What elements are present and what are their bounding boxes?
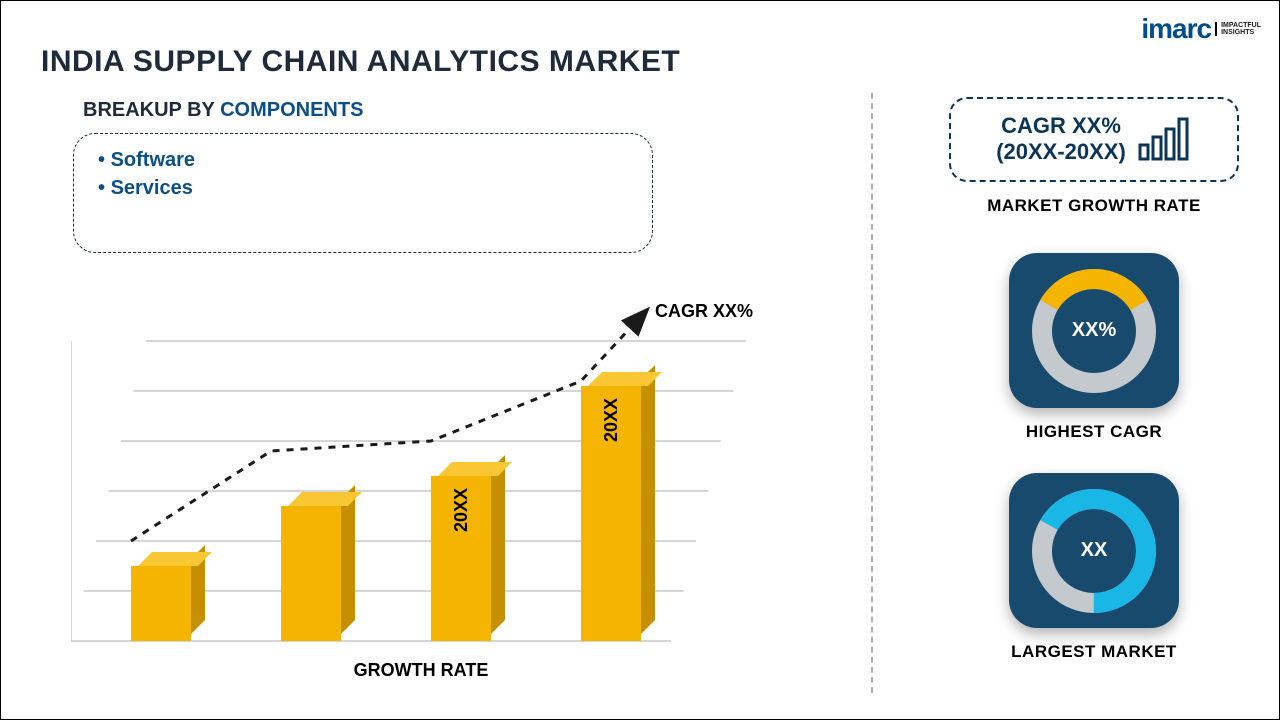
highest-cagr-tile: XX% — [1009, 253, 1179, 408]
highest-cagr-value: XX% — [1072, 319, 1116, 342]
component-item: Services — [98, 174, 628, 202]
largest-market-tile: XX — [1009, 473, 1179, 628]
growth-rate-box: CAGR XX% (20XX-20XX) — [949, 97, 1239, 182]
largest-market-value: XX — [1081, 539, 1108, 562]
highest-cagr-label: HIGHEST CAGR — [949, 422, 1239, 442]
components-list: SoftwareServices — [98, 146, 628, 202]
component-item: Software — [98, 146, 628, 174]
subtitle: BREAKUP BY COMPONENTS — [83, 99, 363, 122]
subtitle-prefix: BREAKUP BY — [83, 99, 220, 121]
x-axis-label: GROWTH RATE — [354, 660, 489, 681]
highest-cagr-panel: XX% HIGHEST CAGR — [949, 253, 1239, 442]
largest-market-label: LARGEST MARKET — [949, 642, 1239, 662]
growth-chart: 20XX 20XX CAGR XX% GROWTH RATE — [71, 301, 771, 681]
brand-tagline: IMPACTFULINSIGHTS — [1215, 22, 1261, 36]
components-box: SoftwareServices — [73, 133, 653, 253]
vertical-divider — [871, 93, 873, 693]
bar-icon — [1136, 115, 1192, 163]
brand-logo: imarc IMPACTFULINSIGHTS — [1141, 13, 1261, 45]
brand-name: imarc — [1141, 13, 1211, 45]
growth-rate-label: MARKET GROWTH RATE — [949, 196, 1239, 216]
trend-label: CAGR XX% — [655, 301, 753, 322]
largest-market-panel: XX LARGEST MARKET — [949, 473, 1239, 662]
trend-line — [71, 301, 771, 681]
subtitle-highlight: COMPONENTS — [220, 99, 363, 121]
growth-rate-text: CAGR XX% (20XX-20XX) — [996, 113, 1126, 166]
page-title: INDIA SUPPLY CHAIN ANALYTICS MARKET — [41, 45, 680, 79]
growth-rate-panel: CAGR XX% (20XX-20XX) MARKET GROWTH RATE — [949, 97, 1239, 216]
